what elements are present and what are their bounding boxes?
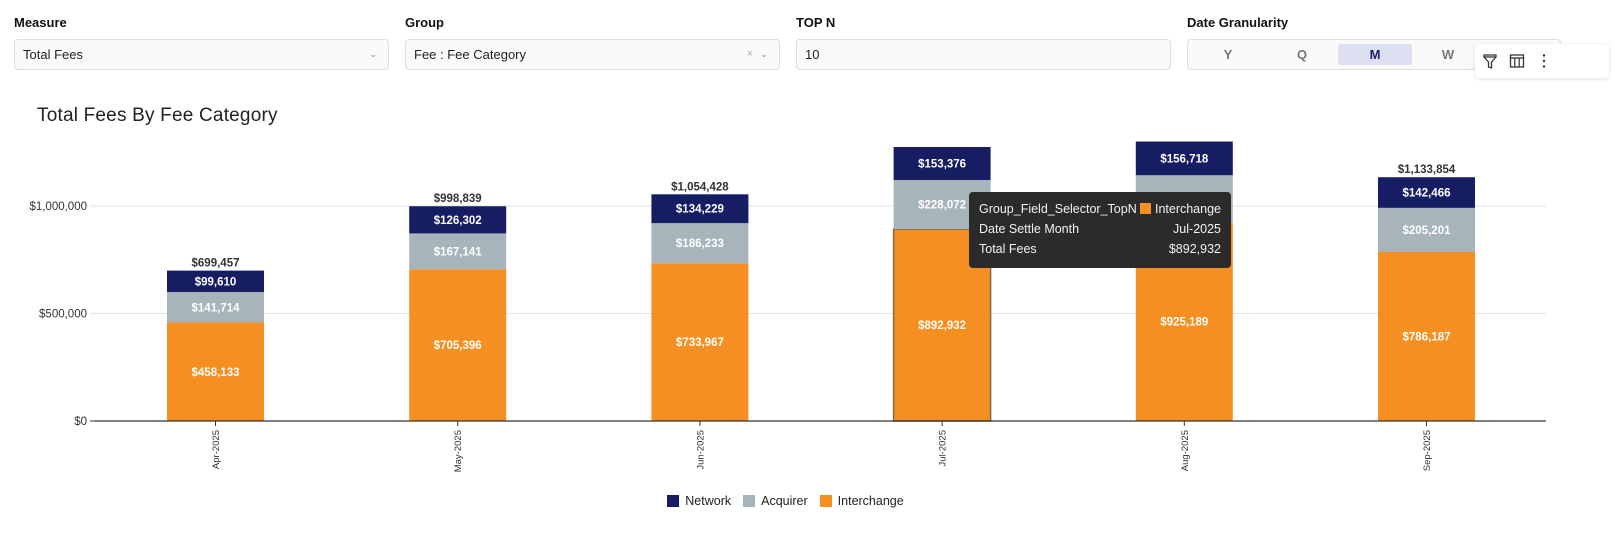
bar-segment-network[interactable]: [1135, 141, 1233, 176]
group-select[interactable]: Fee : Fee Category × ⌄: [405, 39, 780, 70]
measure-control: Measure Total Fees ⌄: [14, 14, 389, 70]
bar-value-label: $925,189: [1160, 317, 1208, 329]
tooltip-row-group: Group_Field_Selector_TopN Interchange: [979, 200, 1221, 218]
topn-control: TOP N 10: [796, 14, 1171, 70]
measure-select[interactable]: Total Fees ⌄: [14, 39, 389, 70]
legend-label: Interchange: [837, 494, 904, 508]
tooltip-swatch: [1139, 203, 1151, 214]
legend-item-interchange[interactable]: Interchange: [819, 494, 904, 508]
bar-total-label: $1,133,854: [1398, 164, 1456, 176]
tooltip-value: Interchange: [1139, 200, 1221, 218]
chevron-down-icon: ⌄: [760, 49, 768, 59]
bar-total-label: $699,457: [192, 258, 240, 270]
legend-label: Acquirer: [761, 494, 808, 508]
x-tick-label: Apr-2025: [211, 430, 222, 469]
x-tick-label: Jun-2025: [695, 430, 706, 470]
bar-segment-interchange[interactable]: [1378, 251, 1475, 421]
x-tick-label: May-2025: [453, 430, 464, 472]
bar-value-label: $786,187: [1403, 331, 1451, 343]
chart-toolbar: [1475, 44, 1609, 78]
bar-value-label: $142,466: [1403, 188, 1451, 200]
table-icon[interactable]: [1508, 52, 1526, 70]
bar-segment-acquirer[interactable]: [167, 292, 264, 323]
clear-icon[interactable]: ×: [746, 48, 753, 60]
bar-segment-acquirer[interactable]: [651, 223, 749, 264]
topn-value: 10: [805, 47, 820, 62]
x-tick-label: Sep-2025: [1422, 430, 1433, 471]
x-tick-label: Jul-2025: [938, 430, 949, 466]
bar-value-label: $153,376: [918, 158, 966, 170]
bar-value-label: $186,233: [676, 238, 724, 250]
bar-value-label: $167,141: [434, 246, 483, 258]
tooltip-value-text: Interchange: [1154, 202, 1221, 216]
bar-value-label: $458,133: [192, 367, 240, 379]
bar-value-label: $126,302: [434, 215, 482, 227]
granularity-option-w[interactable]: W: [1441, 47, 1455, 62]
chart-legend: Network Acquirer Interchange: [0, 494, 1571, 508]
bar-value-label: $141,714: [192, 302, 241, 314]
tooltip-row-total: Total Fees $892,932: [979, 240, 1221, 258]
bar-value-label: $228,072: [918, 200, 966, 212]
chart-title: Total Fees By Fee Category: [37, 105, 278, 126]
tooltip-key: Group_Field_Selector_TopN: [979, 202, 1137, 216]
bar-segment-interchange[interactable]: [409, 269, 507, 421]
more-vertical-icon[interactable]: [1535, 52, 1553, 70]
legend-item-network[interactable]: Network: [667, 494, 731, 508]
legend-swatch: [667, 495, 680, 507]
legend-swatch: [819, 495, 832, 507]
tooltip-value: $892,932: [1168, 242, 1221, 256]
chart-tooltip: Group_Field_Selector_TopN Interchange Da…: [969, 192, 1231, 268]
y-tick-label: $1,000,000: [29, 201, 87, 213]
bar-value-label: $134,229: [676, 204, 724, 216]
bar-value-label: $733,967: [676, 337, 724, 349]
granularity-option-q[interactable]: Q: [1296, 47, 1308, 62]
legend-item-acquirer[interactable]: Acquirer: [743, 494, 808, 508]
bar-total-label: $998,839: [434, 193, 482, 205]
group-value: Fee : Fee Category: [414, 47, 526, 62]
bar-value-label: $156,718: [1160, 153, 1209, 165]
filter-icon[interactable]: [1481, 52, 1499, 70]
topn-input[interactable]: 10: [796, 39, 1171, 70]
granularity-option-m[interactable]: M: [1338, 44, 1412, 65]
bar-total-label: $1,054,428: [671, 181, 729, 193]
bar-segment-acquirer[interactable]: [1378, 207, 1475, 252]
topn-label: TOP N: [796, 15, 836, 30]
bar-segment-network[interactable]: [409, 206, 507, 234]
bar-segment-interchange[interactable]: [167, 322, 264, 421]
bar-value-label: $705,396: [434, 340, 482, 352]
group-label: Group: [405, 15, 444, 30]
x-tick-label: Aug-2025: [1180, 430, 1191, 471]
bar-value-label: $99,610: [195, 276, 237, 288]
bar-segment-network[interactable]: [167, 270, 264, 293]
measure-label: Measure: [14, 15, 67, 30]
group-control: Group Fee : Fee Category × ⌄: [405, 14, 780, 70]
measure-value: Total Fees: [23, 47, 83, 62]
tooltip-row-month: Date Settle Month Jul-2025: [979, 220, 1221, 238]
legend-label: Network: [685, 494, 732, 508]
bar-segment-interchange[interactable]: [651, 263, 749, 421]
bar-segment-network[interactable]: [651, 194, 749, 224]
bar-value-label: $892,932: [918, 320, 966, 332]
tooltip-key: Total Fees: [979, 242, 1037, 256]
tooltip-key: Date Settle Month: [979, 222, 1080, 236]
granularity-option-y[interactable]: Y: [1223, 47, 1233, 62]
bar-segment-acquirer[interactable]: [409, 233, 507, 270]
chevron-down-icon: ⌄: [369, 49, 377, 59]
legend-swatch: [743, 495, 756, 507]
y-tick-label: $0: [74, 416, 87, 428]
granularity-label: Date Granularity: [1187, 15, 1289, 30]
bar-segment-network[interactable]: [1378, 177, 1475, 208]
bar-value-label: $205,201: [1403, 225, 1452, 237]
y-tick-label: $500,000: [39, 309, 87, 321]
tooltip-value: Jul-2025: [1173, 222, 1221, 236]
bar-segment-network[interactable]: [893, 147, 991, 180]
